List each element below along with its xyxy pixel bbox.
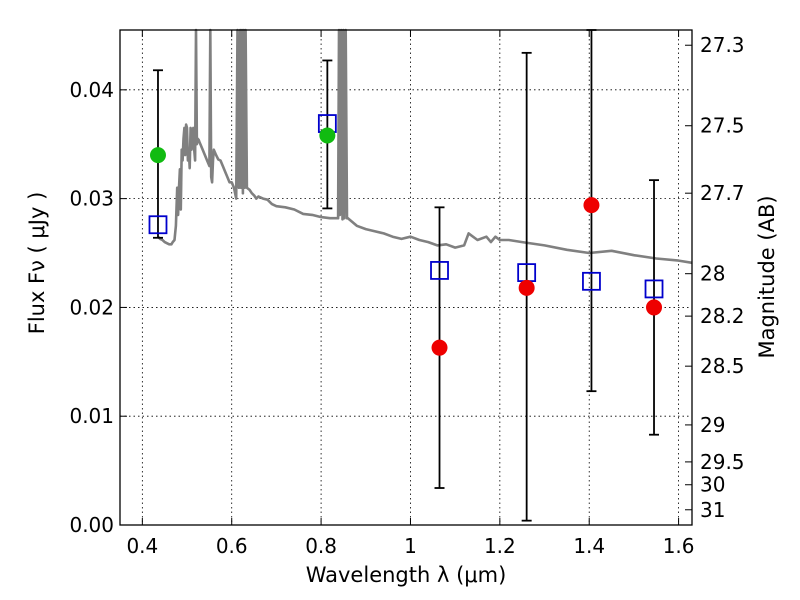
x-tick-label: 0.4 [126, 534, 158, 558]
y-tick-label: 0.04 [69, 78, 114, 102]
y-tick-label: 0.01 [69, 404, 114, 428]
plot-frame [119, 29, 693, 526]
y2-tick-label: 31 [700, 498, 725, 522]
grid-lines [120, 30, 692, 526]
upper-limit-point [646, 299, 663, 316]
upper-limit-point [583, 197, 600, 214]
observed-points-layer [149, 127, 663, 356]
model-spectrum-line [157, 28, 693, 265]
model-photometry-square [582, 271, 601, 291]
x-tick-label: 1 [404, 534, 417, 558]
x-tick-label: 1.4 [573, 534, 605, 558]
y2-tick-label: 29.5 [700, 450, 745, 474]
axis-ticks: 0.4 0.6 0.8 1 1.2 1.4 1.6 0.00 0.01 0.02 0.03 0.04 2… [69, 30, 745, 558]
detection-point [149, 147, 166, 164]
y-tick-label: 0.00 [69, 513, 114, 537]
x-tick-label: 1.2 [484, 534, 516, 558]
y2-axis-label: Magnitude (AB) [755, 195, 779, 358]
y2-tick-label: 30 [700, 473, 725, 497]
y2-tick-label: 27.3 [700, 33, 745, 57]
y-axis-label: Flux Fν ( μJy ) [25, 192, 49, 335]
upper-limit-point [431, 339, 448, 356]
model-spectrum-layer [157, 28, 693, 265]
y-tick-label: 0.03 [69, 187, 114, 211]
detection-point [319, 127, 336, 144]
y2-tick-label: 27.5 [700, 114, 745, 138]
x-axis-label: Wavelength λ (μm) [306, 563, 507, 587]
x-tick-label: 0.8 [305, 534, 337, 558]
x-tick-label: 1.6 [663, 534, 695, 558]
upper-limit-point [518, 279, 535, 296]
y2-tick-label: 28 [700, 262, 725, 286]
x-tick-label: 0.6 [216, 534, 248, 558]
model-photometry-square [430, 261, 449, 280]
y-tick-label: 0.02 [69, 295, 114, 319]
y2-tick-label: 29 [700, 413, 725, 437]
y2-tick-label: 28.5 [700, 354, 745, 378]
model-photometry-square [644, 279, 664, 299]
y2-tick-label: 28.2 [700, 304, 745, 328]
model-photometry-square [148, 215, 168, 235]
y2-tick-label: 27.7 [700, 181, 745, 205]
